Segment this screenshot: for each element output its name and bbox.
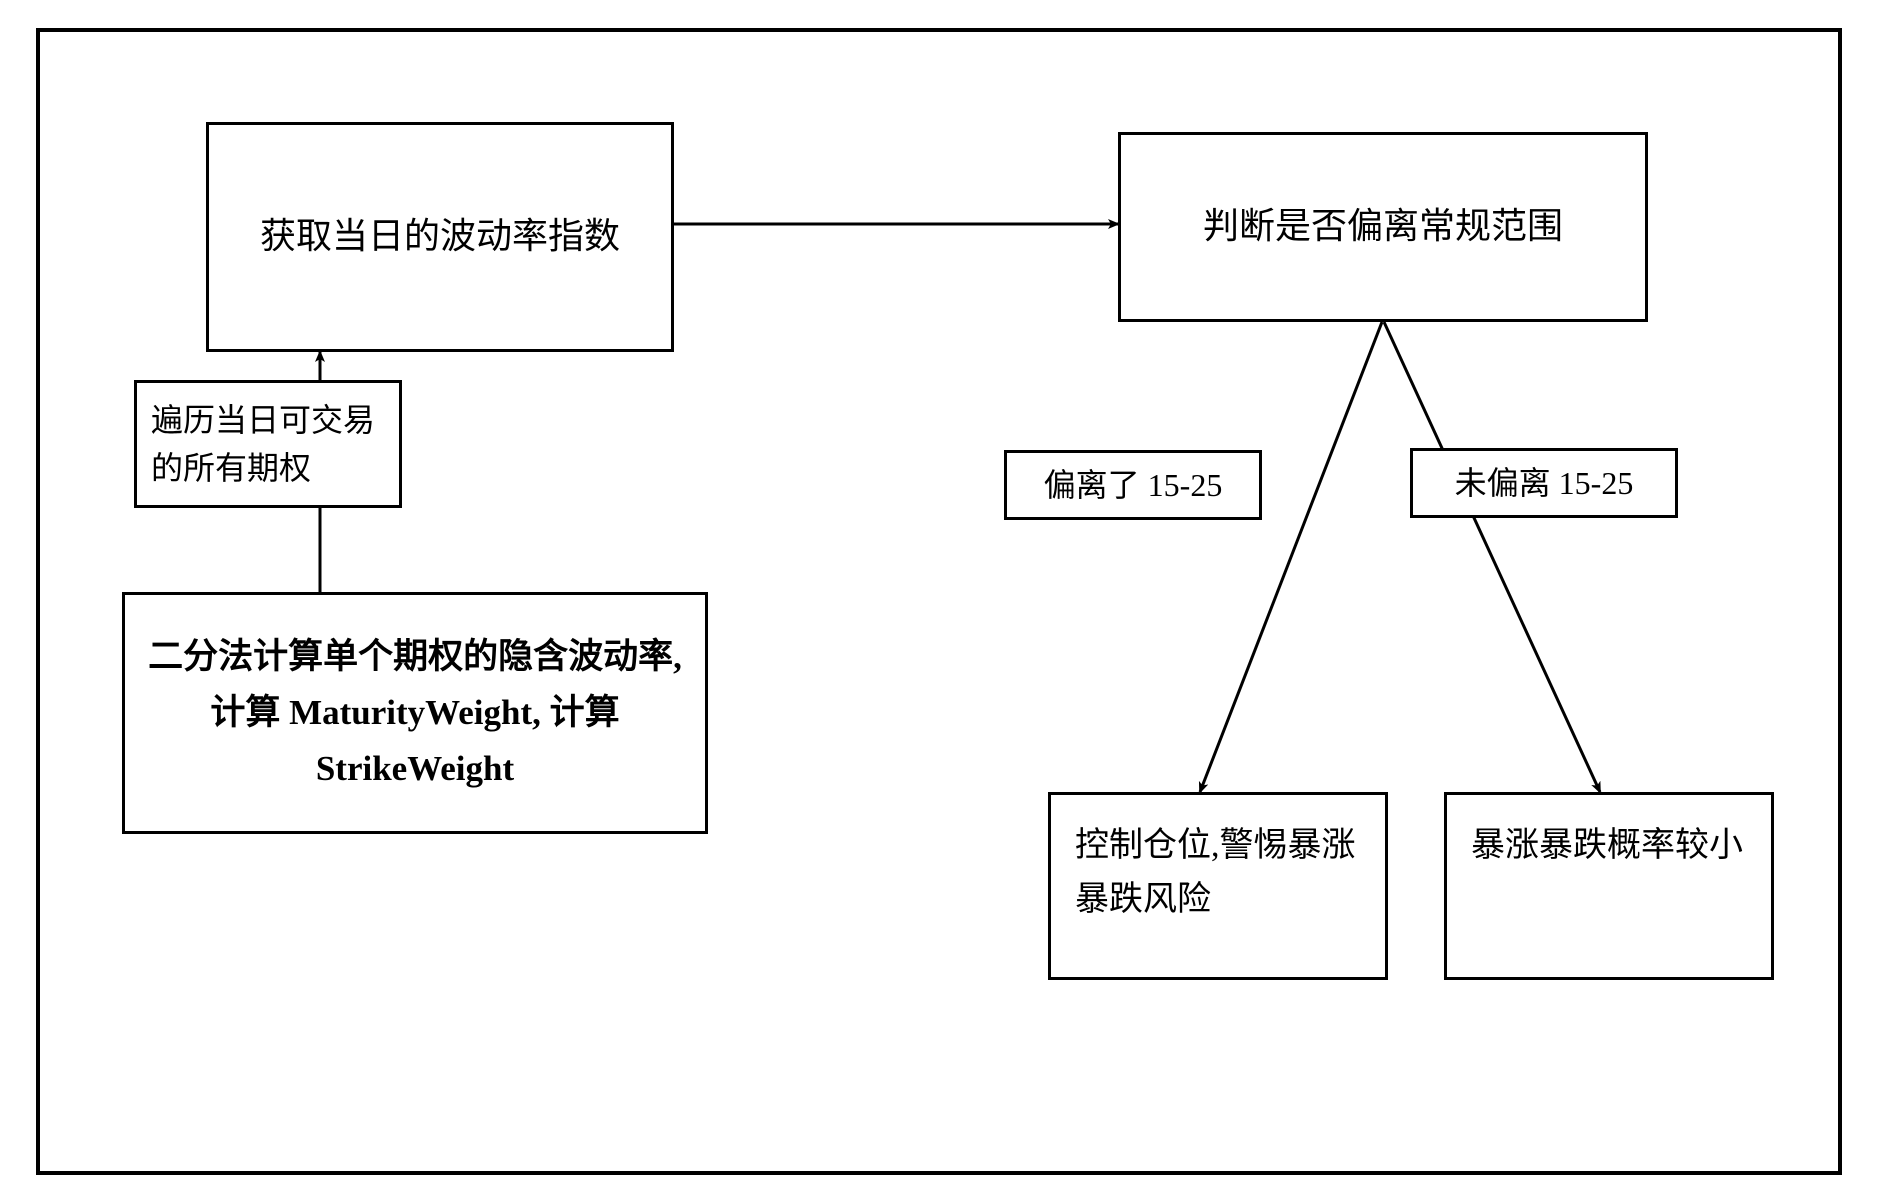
node-get-volatility-index: 获取当日的波动率指数 bbox=[206, 122, 674, 352]
node-calc-implied-vol: 二分法计算单个期权的隐含波动率,计算 MaturityWeight, 计算 St… bbox=[122, 592, 708, 834]
node-text: 控制仓位,警惕暴涨暴跌风险 bbox=[1075, 819, 1373, 928]
diagram-canvas: 获取当日的波动率指数 判断是否偏离常规范围 二分法计算单个期权的隐含波动率,计算… bbox=[36, 28, 1842, 1175]
node-text: 二分法计算单个期权的隐含波动率,计算 MaturityWeight, 计算 St… bbox=[137, 629, 693, 797]
node-text: 判断是否偏离常规范围 bbox=[1203, 198, 1563, 256]
label-text: 遍历当日可交易的所有期权 bbox=[151, 396, 385, 492]
edge-e3 bbox=[1200, 322, 1382, 792]
edge-e4 bbox=[1384, 322, 1600, 792]
node-text: 获取当日的波动率指数 bbox=[260, 208, 620, 266]
node-text: 暴涨暴跌概率较小 bbox=[1471, 819, 1743, 873]
node-control-position: 控制仓位,警惕暴涨暴跌风险 bbox=[1048, 792, 1388, 980]
node-low-probability: 暴涨暴跌概率较小 bbox=[1444, 792, 1774, 980]
label-deviated: 偏离了 15-25 bbox=[1004, 450, 1262, 520]
label-text: 未偏离 15-25 bbox=[1455, 459, 1634, 507]
label-text: 偏离了 15-25 bbox=[1044, 461, 1223, 509]
node-check-deviation: 判断是否偏离常规范围 bbox=[1118, 132, 1648, 322]
label-not-deviated: 未偏离 15-25 bbox=[1410, 448, 1678, 518]
label-iterate-options: 遍历当日可交易的所有期权 bbox=[134, 380, 402, 508]
